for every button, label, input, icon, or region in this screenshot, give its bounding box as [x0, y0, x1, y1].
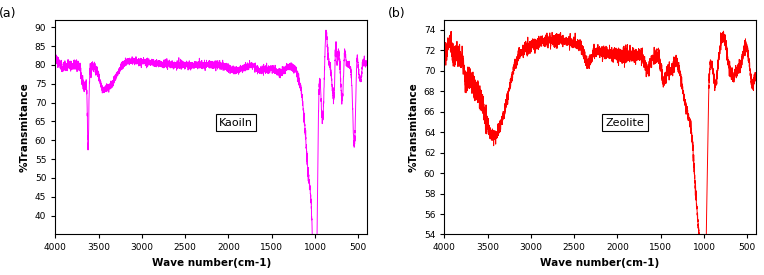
- Text: (b): (b): [388, 7, 406, 20]
- Y-axis label: %Transmitance: %Transmitance: [408, 82, 418, 172]
- Text: (a): (a): [0, 7, 17, 20]
- X-axis label: Wave number(cm-1): Wave number(cm-1): [151, 258, 270, 268]
- Text: Kaoiln: Kaoiln: [219, 118, 253, 128]
- Text: Zeolite: Zeolite: [606, 118, 644, 128]
- Y-axis label: %Transmitance: %Transmitance: [19, 82, 29, 172]
- X-axis label: Wave number(cm-1): Wave number(cm-1): [540, 258, 660, 268]
